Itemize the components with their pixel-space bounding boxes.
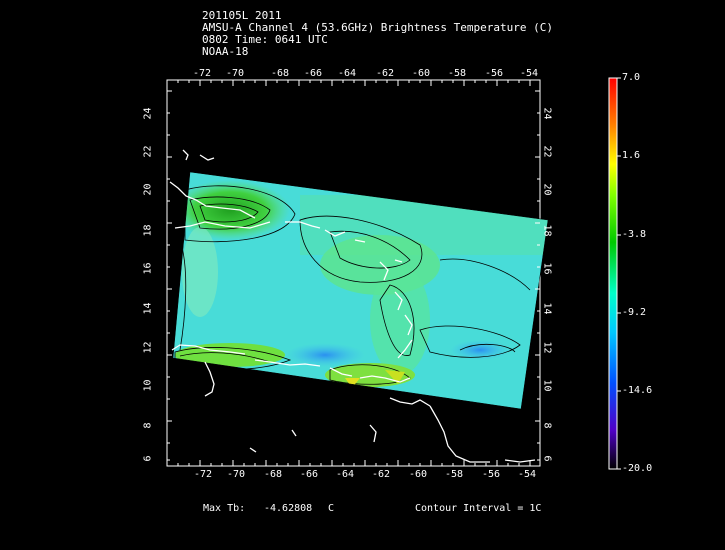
lat-right-16: 16 (541, 262, 553, 275)
colorbar (608, 77, 618, 470)
lat-right-18: 18 (541, 224, 553, 237)
lat-left-18: 18 (142, 224, 154, 237)
lon-bottom-70: -70 (227, 469, 246, 480)
lon-bottom-64: -64 (336, 469, 355, 480)
lat-right-6: 6 (541, 455, 553, 462)
lat-left-22: 22 (142, 145, 154, 158)
lon-bottom-56: -56 (482, 469, 501, 480)
lon-bottom-60: -60 (409, 469, 428, 480)
lon-bottom-68: -68 (264, 469, 283, 480)
lon-top-70: -70 (226, 68, 245, 79)
lat-right-12: 12 (541, 341, 553, 354)
colorbar-label-5: -14.6 (622, 385, 653, 396)
lat-left-14: 14 (142, 302, 154, 315)
brightness-swath (173, 172, 548, 409)
lon-top-62: -62 (376, 68, 395, 79)
lat-left-10: 10 (142, 379, 154, 392)
title-line-2: AMSU-A Channel 4 (53.6GHz) Brightness Te… (202, 21, 553, 34)
lat-left-16: 16 (142, 262, 154, 275)
colorbar-label-3: -3.8 (622, 229, 647, 240)
colorbar-label-2: 1.6 (622, 150, 641, 161)
max-tb-value: -4.62808 (264, 503, 313, 514)
max-tb-label: Max Tb: (203, 503, 246, 514)
lon-bottom-72: -72 (194, 469, 213, 480)
lat-left-24: 24 (142, 107, 154, 120)
lat-right-22: 22 (541, 145, 553, 158)
colorbar-label-min: -20.0 (622, 463, 653, 474)
max-tb-unit: C (328, 503, 335, 514)
lat-right-10: 10 (541, 379, 553, 392)
lat-right-20: 20 (541, 183, 553, 196)
lon-top-56: -56 (485, 68, 504, 79)
lon-bottom-62: -62 (372, 469, 391, 480)
lon-bottom-54: -54 (518, 469, 537, 480)
lat-left-8: 8 (142, 422, 154, 429)
lon-bottom-66: -66 (300, 469, 319, 480)
title-line-4: NOAA-18 (202, 45, 249, 58)
lat-left-20: 20 (142, 183, 154, 196)
frame-ticks (166, 80, 540, 466)
lat-right-24: 24 (541, 107, 553, 120)
lat-left-6: 6 (142, 455, 154, 462)
title-line-1: 201105L 2011 (202, 9, 282, 22)
lat-left-12: 12 (142, 341, 154, 354)
lon-top-68: -68 (271, 68, 290, 79)
lon-top-60: -60 (412, 68, 431, 79)
lat-right-14: 14 (541, 302, 553, 315)
contour-interval: Contour Interval = 1C (415, 503, 542, 514)
lon-bottom-58: -58 (445, 469, 464, 480)
lon-top-54: -54 (520, 68, 539, 79)
colorbar-label-max: 7.0 (622, 72, 641, 83)
coastlines (169, 149, 536, 463)
lon-top-72: -72 (193, 68, 212, 79)
lon-top-64: -64 (338, 68, 357, 79)
title-line-3: 0802 Time: 0641 UTC (202, 33, 328, 46)
colorbar-label-4: -9.2 (622, 307, 647, 318)
lon-top-66: -66 (304, 68, 323, 79)
lon-top-58: -58 (448, 68, 467, 79)
lat-right-8: 8 (541, 422, 553, 429)
